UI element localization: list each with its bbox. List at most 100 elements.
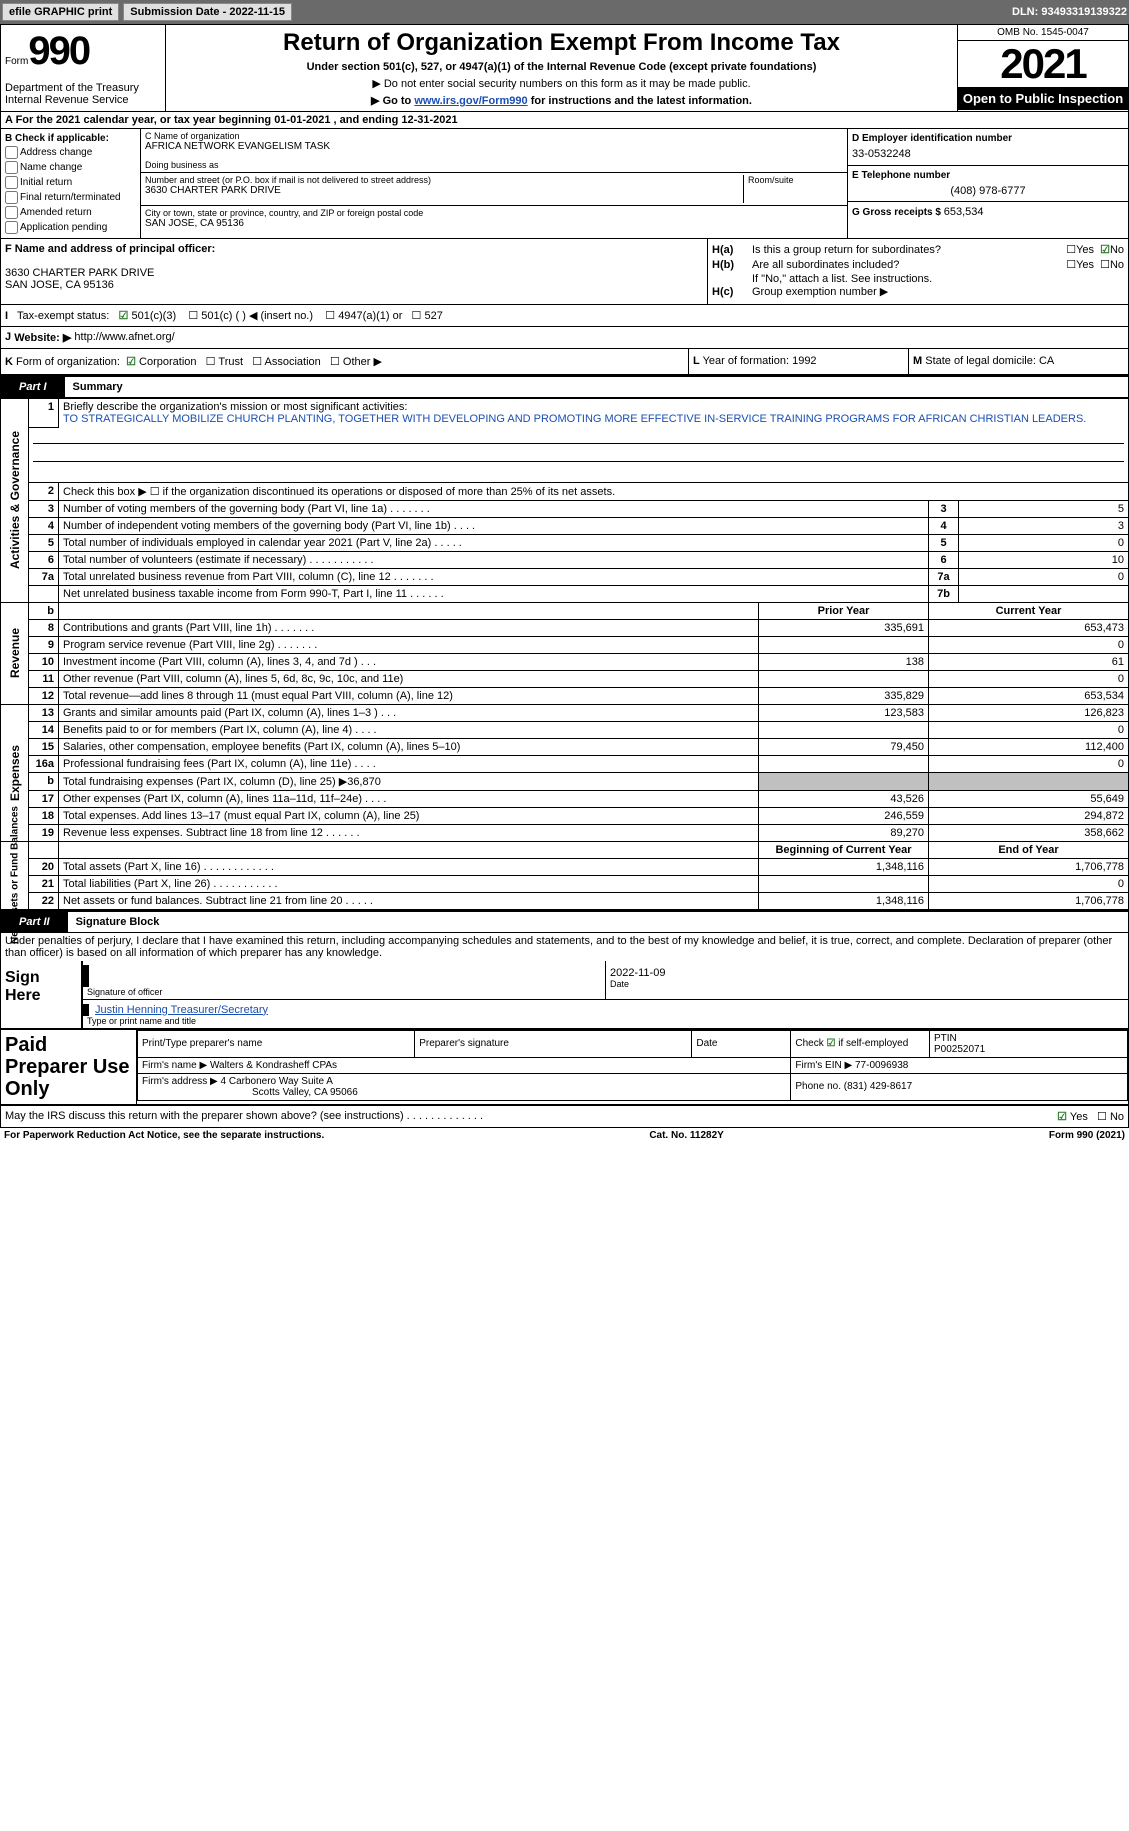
chk-527[interactable]: 527 bbox=[424, 310, 442, 322]
chk-trust[interactable]: Trust bbox=[218, 356, 243, 368]
f-label: F Name and address of principal officer: bbox=[5, 243, 703, 255]
c-name-row: C Name of organization AFRICA NETWORK EV… bbox=[141, 129, 847, 173]
col-b: B Check if applicable: Address change Na… bbox=[1, 129, 141, 238]
header-sub2: ▶ Do not enter social security numbers o… bbox=[170, 77, 953, 90]
submission-date-button[interactable]: Submission Date - 2022-11-15 bbox=[123, 3, 292, 21]
firm-name: Walters & Kondrasheff CPAs bbox=[210, 1060, 337, 1071]
part1-header: Part I Summary bbox=[0, 375, 1129, 398]
hb-note: If "No," attach a list. See instructions… bbox=[712, 273, 1124, 285]
ha-no[interactable]: ☑No bbox=[1100, 243, 1124, 256]
current-year-hdr: Current Year bbox=[929, 602, 1129, 619]
hc-label: H(c) bbox=[712, 286, 752, 298]
chk-app-pending[interactable]: Application pending bbox=[5, 221, 136, 234]
table-row: 16aProfessional fundraising fees (Part I… bbox=[1, 755, 1129, 772]
dln: DLN: 93493319139322 bbox=[1012, 6, 1127, 18]
c-addr-row: Number and street (or P.O. box if mail i… bbox=[141, 173, 847, 206]
may-irs-text: May the IRS discuss this return with the… bbox=[5, 1110, 483, 1123]
footer-left: For Paperwork Reduction Act Notice, see … bbox=[4, 1130, 324, 1141]
firm-phone-cell: Phone no. (831) 429-8617 bbox=[791, 1073, 1128, 1100]
part1-tab: Part I bbox=[1, 377, 65, 397]
firm-addr2: Scotts Valley, CA 95066 bbox=[252, 1087, 358, 1098]
s2-text: Check this box ▶ ☐ if the organization d… bbox=[59, 482, 1129, 500]
i-text: Tax-exempt status: bbox=[17, 310, 109, 322]
col-b-title: B Check if applicable: bbox=[5, 133, 136, 144]
firm-phone: (831) 429-8617 bbox=[844, 1081, 912, 1092]
ha-yes[interactable]: ☐Yes bbox=[1066, 243, 1094, 256]
part2-title: Signature Block bbox=[68, 916, 160, 928]
table-row: 4Number of independent voting members of… bbox=[1, 517, 1129, 534]
sig-name: Justin Henning Treasurer/Secretary Type … bbox=[83, 1000, 1128, 1028]
chk-501c[interactable]: 501(c) ( ) ◀ (insert no.) bbox=[201, 310, 313, 322]
ein-label: D Employer identification number bbox=[852, 133, 1124, 144]
row-i: I Tax-exempt status: ☑ 501(c)(3) ☐ 501(c… bbox=[0, 305, 1129, 327]
table-row: Expenses 13Grants and similar amounts pa… bbox=[1, 704, 1129, 721]
org-name: AFRICA NETWORK EVANGELISM TASK bbox=[145, 141, 843, 152]
form-header: Form990 Department of the Treasury Inter… bbox=[0, 24, 1129, 112]
table-row: 14Benefits paid to or for members (Part … bbox=[1, 721, 1129, 738]
table-row: 6Total number of volunteers (estimate if… bbox=[1, 551, 1129, 568]
chk-other[interactable]: Other ▶ bbox=[343, 356, 382, 368]
table-row: 18Total expenses. Add lines 13–17 (must … bbox=[1, 807, 1129, 824]
chk-address-change[interactable]: Address change bbox=[5, 146, 136, 159]
chk-amended[interactable]: Amended return bbox=[5, 206, 136, 219]
ein-value: 33-0532248 bbox=[852, 148, 1124, 160]
chk-corp[interactable]: Corporation bbox=[139, 356, 196, 368]
chk-name-change[interactable]: Name change bbox=[5, 161, 136, 174]
ptin-value: P00252071 bbox=[934, 1044, 985, 1055]
city-state-zip: SAN JOSE, CA 95136 bbox=[145, 218, 843, 229]
chk-501c3-icon: ☑ bbox=[119, 310, 129, 322]
may-irs-no[interactable]: No bbox=[1110, 1111, 1124, 1123]
entity-block: B Check if applicable: Address change Na… bbox=[0, 129, 1129, 239]
s1-cell: Briefly describe the organization's miss… bbox=[59, 399, 1129, 428]
side-na: Net Assets or Fund Balances bbox=[1, 841, 29, 909]
sig-date: 2022-11-09 Date bbox=[606, 961, 1128, 999]
dln-value: 93493319139322 bbox=[1041, 6, 1127, 18]
line-a: A For the 2021 calendar year, or tax yea… bbox=[0, 112, 1129, 129]
l-text: Year of formation: bbox=[703, 355, 792, 367]
firm-addr1: 4 Carbonero Way Suite A bbox=[221, 1076, 333, 1087]
table-row: 7aTotal unrelated business revenue from … bbox=[1, 568, 1129, 585]
street-address: 3630 CHARTER PARK DRIVE bbox=[145, 185, 743, 196]
header-right: OMB No. 1545-0047 2021 Open to Public In… bbox=[958, 25, 1128, 111]
firm-ein-cell: Firm's EIN ▶ 77-0096938 bbox=[791, 1057, 1128, 1073]
page-footer: For Paperwork Reduction Act Notice, see … bbox=[0, 1128, 1129, 1143]
i-label: I bbox=[5, 310, 8, 322]
chk-501c3[interactable]: 501(c)(3) bbox=[131, 310, 176, 322]
irs-link[interactable]: www.irs.gov/Form990 bbox=[414, 95, 527, 107]
k-label: K bbox=[5, 356, 13, 368]
form-word: Form bbox=[5, 56, 28, 67]
summary-table: Activities & Governance 1 Briefly descri… bbox=[0, 398, 1129, 910]
ha-text: Is this a group return for subordinates? bbox=[752, 244, 1066, 256]
m-text: State of legal domicile: bbox=[925, 355, 1039, 367]
prep-ptin: PTIN P00252071 bbox=[929, 1030, 1127, 1057]
chk-final-return[interactable]: Final return/terminated bbox=[5, 191, 136, 204]
chk-assoc[interactable]: Association bbox=[265, 356, 321, 368]
f-addr2: SAN JOSE, CA 95136 bbox=[5, 279, 703, 291]
may-irs-yes-chk[interactable]: ☑ bbox=[1057, 1111, 1067, 1123]
sign-here-label: Sign Here bbox=[1, 961, 81, 1028]
header-center: Return of Organization Exempt From Incom… bbox=[166, 25, 958, 111]
omb-number: OMB No. 1545-0047 bbox=[958, 25, 1128, 41]
c-city-row: City or town, state or province, country… bbox=[141, 206, 847, 238]
efile-button[interactable]: efile GRAPHIC print bbox=[2, 3, 119, 21]
hb-yes[interactable]: ☐Yes bbox=[1066, 258, 1094, 271]
opt-0: Address change bbox=[20, 147, 92, 158]
table-row: 11Other revenue (Part VIII, column (A), … bbox=[1, 670, 1129, 687]
s2-num: 2 bbox=[29, 482, 59, 500]
table-row: 22Net assets or fund balances. Subtract … bbox=[1, 892, 1129, 909]
firm-addr-cell: Firm's address ▶ 4 Carbonero Way Suite A… bbox=[138, 1073, 791, 1100]
website-value: http://www.afnet.org/ bbox=[74, 331, 174, 344]
chk-initial-return[interactable]: Initial return bbox=[5, 176, 136, 189]
open-to-public: Open to Public Inspection bbox=[958, 87, 1128, 110]
sub3-post: for instructions and the latest informat… bbox=[528, 95, 752, 107]
dept-treasury: Department of the Treasury bbox=[5, 82, 161, 94]
side-ag: Activities & Governance bbox=[1, 399, 29, 603]
opt-3: Final return/terminated bbox=[20, 192, 121, 203]
hb-no[interactable]: ☐No bbox=[1100, 258, 1124, 271]
block-f: F Name and address of principal officer:… bbox=[1, 239, 708, 304]
row-l: L Year of formation: 1992 bbox=[688, 349, 908, 374]
mission-text: TO STRATEGICALLY MOBILIZE CHURCH PLANTIN… bbox=[63, 413, 1086, 425]
footer-mid: Cat. No. 11282Y bbox=[649, 1130, 723, 1141]
chk-4947[interactable]: 4947(a)(1) or bbox=[338, 310, 402, 322]
l-label: L bbox=[693, 355, 700, 367]
